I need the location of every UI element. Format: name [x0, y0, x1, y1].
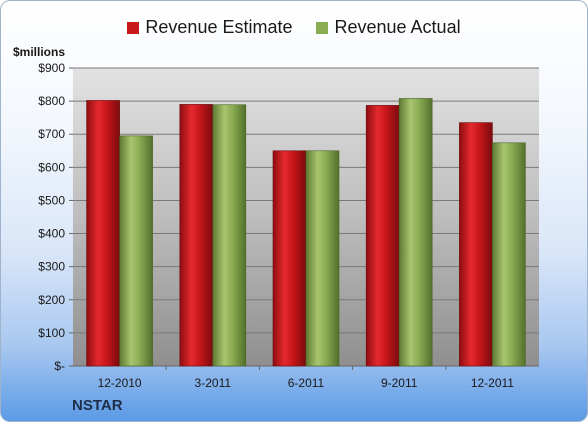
y-tick-label: $500 [38, 193, 65, 207]
y-tick-label: $600 [38, 160, 65, 174]
y-tick-label: $800 [38, 94, 65, 108]
x-tick-label: 9-2011 [381, 376, 418, 390]
company-name: NSTAR [72, 397, 123, 414]
bar-revenue-actual [305, 150, 340, 367]
bar-revenue-actual [212, 104, 247, 367]
y-tick-label: $700 [38, 127, 65, 141]
y-tick-label: $400 [38, 227, 65, 241]
y-tick-label: $100 [38, 326, 65, 340]
legend-swatch-estimate [127, 21, 140, 34]
x-tick-label: 12-2011 [471, 376, 514, 390]
legend-item-actual: Revenue Actual [316, 17, 461, 38]
legend-swatch-actual [316, 21, 329, 34]
y-tick-label: $300 [38, 260, 65, 274]
bar-revenue-actual [119, 135, 153, 367]
x-tick-label: 3-2011 [195, 376, 232, 390]
legend-item-estimate: Revenue Estimate [127, 17, 292, 38]
legend-label-estimate: Revenue Estimate [145, 17, 293, 37]
bar-revenue-actual [492, 142, 526, 367]
legend-label-actual: Revenue Actual [334, 17, 461, 37]
bar-revenue-estimate [459, 122, 493, 367]
bar-revenue-estimate [272, 150, 307, 367]
y-tick-label: $- [54, 359, 65, 373]
bar-revenue-estimate [86, 100, 120, 367]
y-axis-unit-label: $millions [13, 45, 66, 59]
bar-revenue-estimate [365, 105, 400, 367]
legend: Revenue Estimate Revenue Actual [0, 17, 588, 38]
bar-revenue-actual [398, 98, 433, 367]
y-tick-label: $900 [38, 61, 65, 75]
y-tick-label: $200 [38, 293, 65, 307]
bar-revenue-estimate [179, 104, 214, 367]
x-tick-label: 6-2011 [288, 376, 325, 390]
x-tick-label: 12-2010 [98, 376, 142, 390]
